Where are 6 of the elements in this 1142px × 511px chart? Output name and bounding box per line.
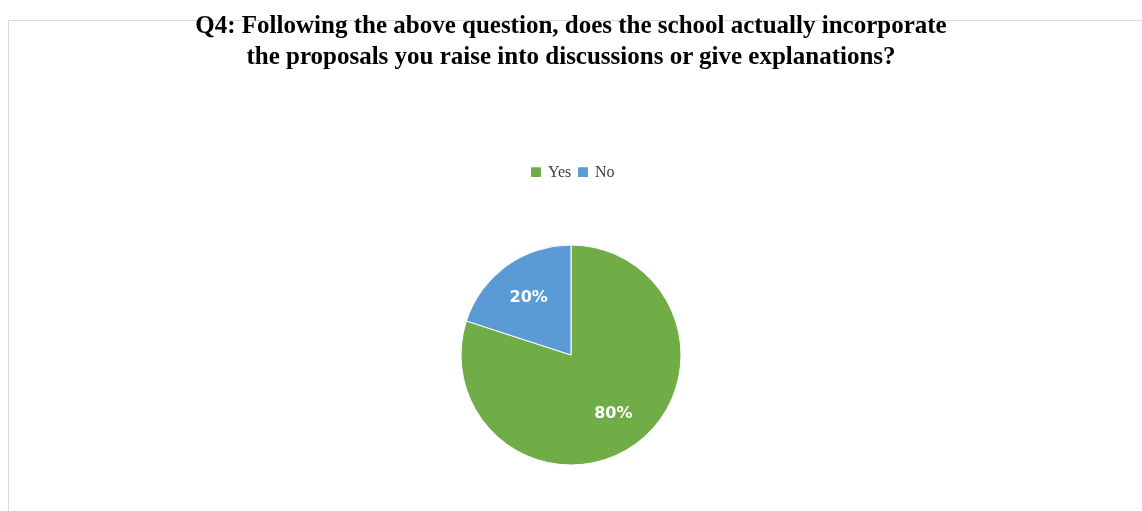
data-label: 80% [594, 403, 633, 423]
pie-slice [460, 244, 682, 466]
data-label: 20% [509, 286, 548, 306]
chart-title: Q4: Following the above question, does the school actually incorporate the proposals you raise into discussions or give explanations? [195, 11, 947, 69]
legend-label: No [595, 163, 615, 181]
legend-label: Yes [548, 163, 572, 181]
